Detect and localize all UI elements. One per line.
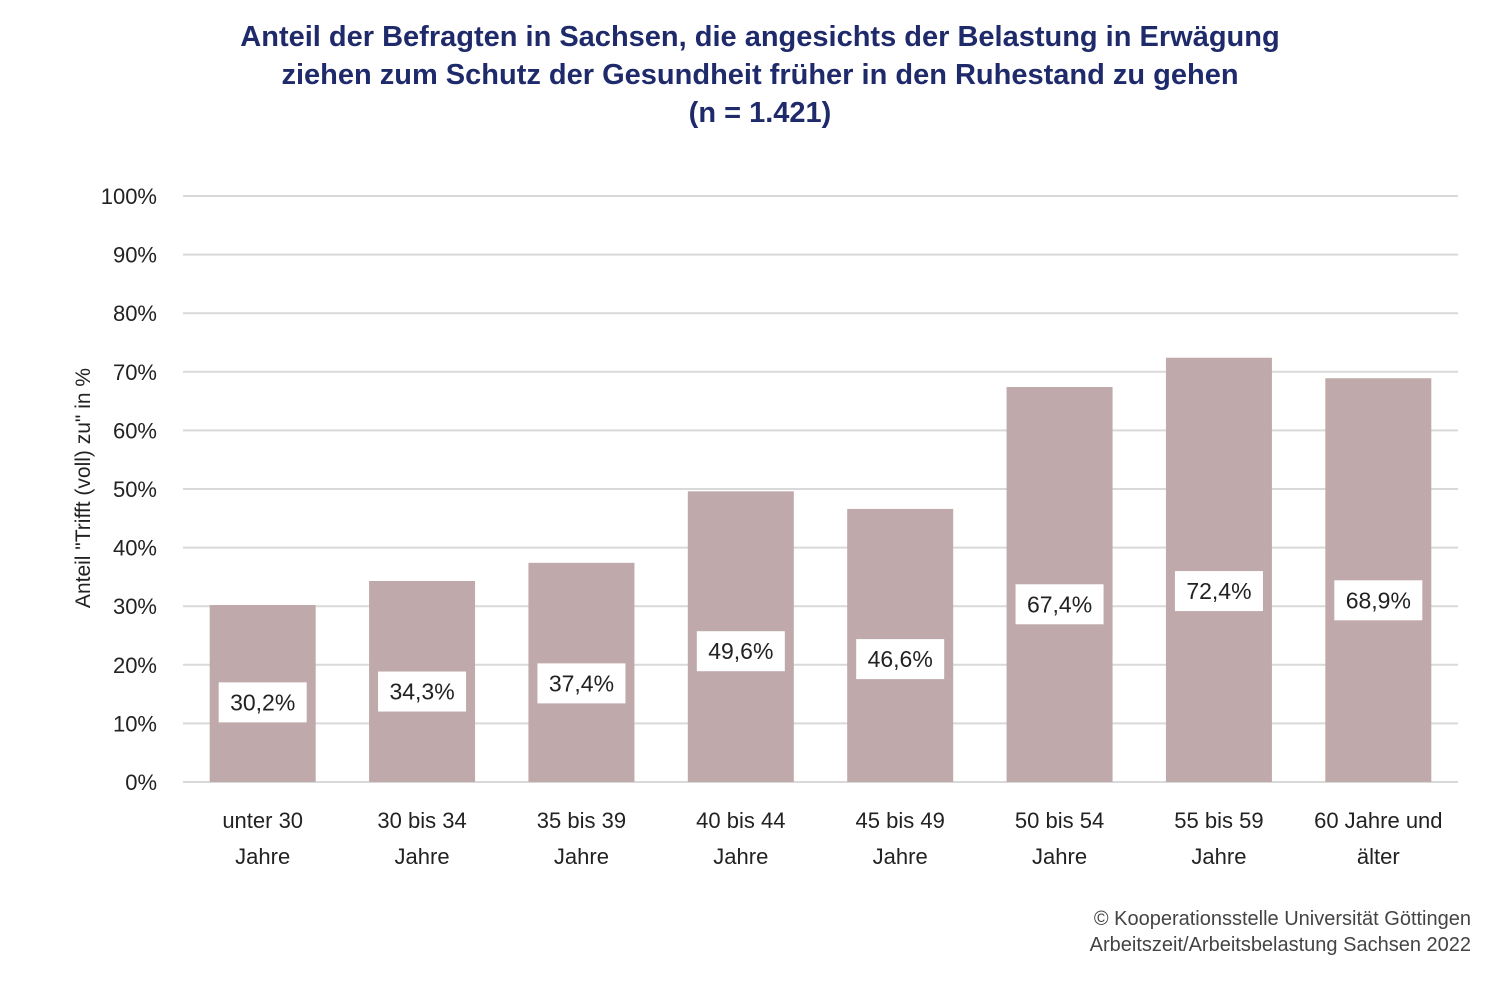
- data-label-box: [696, 631, 785, 672]
- data-label-box: [378, 671, 467, 712]
- y-tick-label: 10%: [113, 711, 157, 736]
- y-axis-ticks: 0% 10% 20% 30% 40% 50% 60% 70% 80% 90% 100%: [101, 184, 157, 795]
- y-tick-label: 100%: [101, 184, 157, 209]
- y-tick-label: 40%: [113, 536, 157, 561]
- data-label-box: [218, 682, 307, 723]
- data-label-box: [856, 639, 945, 680]
- y-tick-label: 50%: [113, 477, 157, 502]
- x-category-label: 40 bis 44: [696, 808, 785, 833]
- y-tick-label: 70%: [113, 360, 157, 385]
- data-labels: 30,2% 34,3% 37,4% 49,6% 46,6% 67,4% 72,4% 68,9%: [218, 571, 1423, 723]
- x-category-label: 35 bis 39: [537, 808, 626, 833]
- x-category-label: 50 bis 54: [1015, 808, 1104, 833]
- x-category-label: Jahre: [554, 844, 609, 869]
- y-tick-label: 0%: [125, 770, 157, 795]
- x-category-label: Jahre: [395, 844, 450, 869]
- data-label: 68,9%: [1346, 587, 1411, 613]
- x-category-label: 55 bis 59: [1174, 808, 1263, 833]
- bar: [1165, 357, 1272, 782]
- data-label: 49,6%: [708, 638, 773, 664]
- x-category-label: Jahre: [1032, 844, 1087, 869]
- data-label: 37,4%: [549, 670, 614, 696]
- data-label-box: [1334, 580, 1423, 621]
- footer-line-1: © Kooperationsstelle Universität Götting…: [1093, 908, 1471, 930]
- footer-line-2: Arbeitszeit/Arbeitsbelastung Sachsen 202…: [1089, 934, 1471, 956]
- y-tick-label: 80%: [113, 301, 157, 326]
- x-category-label: Jahre: [713, 844, 768, 869]
- bars: [209, 357, 1432, 782]
- data-label: 67,4%: [1027, 591, 1092, 617]
- x-category-label: unter 30: [222, 808, 303, 833]
- data-label: 30,2%: [230, 689, 295, 715]
- y-axis-label: Anteil "Trifft (voll) zu" in %: [72, 368, 95, 608]
- copyright-footer: © Kooperationsstelle Universität Götting…: [1090, 906, 1471, 958]
- x-category-label: 45 bis 49: [856, 808, 945, 833]
- y-tick-label: 30%: [113, 594, 157, 619]
- chart-title-line-2: ziehen zum Schutz der Gesundheit früher …: [281, 59, 1239, 91]
- x-category-label: älter: [1357, 844, 1400, 869]
- y-tick-label: 90%: [113, 243, 157, 268]
- x-category-label: Jahre: [235, 844, 290, 869]
- bar: [1325, 378, 1432, 782]
- chart-title: Anteil der Befragten in Sachsen, die ang…: [0, 18, 1501, 132]
- y-tick-label: 60%: [113, 418, 157, 443]
- x-category-label: 30 bis 34: [377, 808, 466, 833]
- data-label-box: [1015, 584, 1104, 625]
- data-label-box: [537, 663, 626, 704]
- chart-title-line-3: (n = 1.421): [688, 97, 832, 129]
- data-label-box: [1174, 571, 1263, 612]
- data-label: 46,6%: [868, 646, 933, 672]
- chart-title-line-1: Anteil der Befragten in Sachsen, die ang…: [240, 21, 1280, 53]
- data-label: 72,4%: [1186, 578, 1251, 604]
- x-category-label: Jahre: [1191, 844, 1246, 869]
- x-category-label: 60 Jahre und: [1314, 808, 1442, 833]
- data-label: 34,3%: [389, 679, 454, 705]
- y-tick-label: 20%: [113, 653, 157, 678]
- x-axis-categories: unter 30 Jahre 30 bis 34 Jahre 35 bis 39 Jahr…: [222, 808, 1442, 869]
- x-category-label: Jahre: [873, 844, 928, 869]
